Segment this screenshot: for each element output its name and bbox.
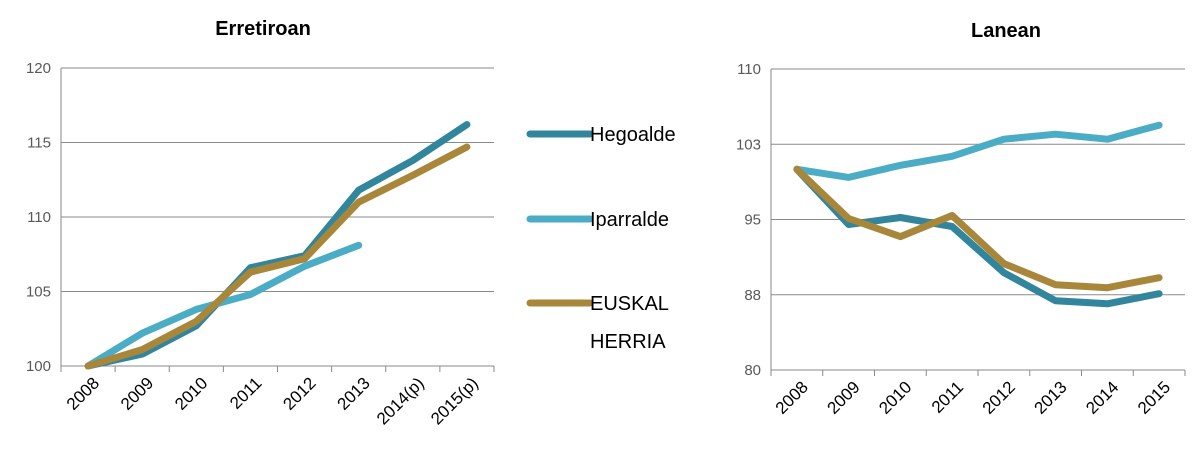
y-tick-label: 100 xyxy=(26,358,51,375)
chart-title-lanean: Lanean xyxy=(971,20,1041,42)
y-tick-label: 80 xyxy=(744,362,761,379)
x-tick-label: 2009 xyxy=(823,378,863,418)
series-line-euskal-herria xyxy=(84,143,471,370)
y-tick-label: 110 xyxy=(27,209,51,226)
legend-label-euskal-herria-line2: HERRIA xyxy=(590,331,666,353)
x-tick-label: 2011 xyxy=(928,378,967,417)
x-tick-label: 2010 xyxy=(171,374,211,414)
x-tick-label: 2013 xyxy=(334,374,374,414)
x-tick-label: 2012 xyxy=(279,374,319,414)
x-tick-label: 2015(p) xyxy=(427,374,482,429)
legend-item-hegoalde: Hegoalde xyxy=(526,124,676,146)
y-tick-label: 95 xyxy=(744,212,761,229)
x-tick-label: 2009 xyxy=(117,374,157,414)
x-tick-label: 2014 xyxy=(1082,378,1122,418)
y-tick-label: 105 xyxy=(26,284,51,301)
x-tick-label: 2013 xyxy=(1030,378,1070,418)
x-tick-label: 2008 xyxy=(63,374,103,414)
y-tick-label: 120 xyxy=(26,60,51,77)
legend-label-euskal-herria: EUSKAL xyxy=(590,293,669,315)
y-tick-label: 103 xyxy=(736,136,761,153)
chart-lanean: Lanean 80 88 95 103 110 2008 2009 2010 2011 2012… xyxy=(736,20,1186,418)
x-tick-label: 2008 xyxy=(772,378,812,418)
y-tick-label: 110 xyxy=(737,61,761,78)
legend-label-hegoalde: Hegoalde xyxy=(590,124,676,146)
chart-title-erretiroan: Erretiroan xyxy=(215,18,311,40)
legend-item-iparralde: Iparralde xyxy=(526,209,669,231)
x-tick-label: 2014(p) xyxy=(373,374,428,429)
legend-item-euskal-herria: EUSKAL HERRIA xyxy=(526,293,669,353)
series-line-hegoalde xyxy=(84,121,471,370)
series-line-iparralde xyxy=(84,241,363,370)
y-tick-label: 88 xyxy=(744,287,761,304)
legend: Hegoalde Iparralde EUSKAL HERRIA xyxy=(526,124,676,353)
x-tick-label: 2011 xyxy=(226,374,265,413)
x-tick-label: 2010 xyxy=(875,378,915,418)
series-line-iparralde xyxy=(793,121,1163,181)
legend-label-iparralde: Iparralde xyxy=(590,209,669,231)
x-tick-label: 2015 xyxy=(1134,378,1174,418)
series-line-euskal-herria xyxy=(793,165,1163,292)
chart-erretiroan: Erretiroan 100 105 110 115 120 2008 2009 2010 2… xyxy=(26,18,495,429)
y-tick-label: 115 xyxy=(27,135,51,152)
x-tick-label: 2012 xyxy=(979,378,1019,418)
